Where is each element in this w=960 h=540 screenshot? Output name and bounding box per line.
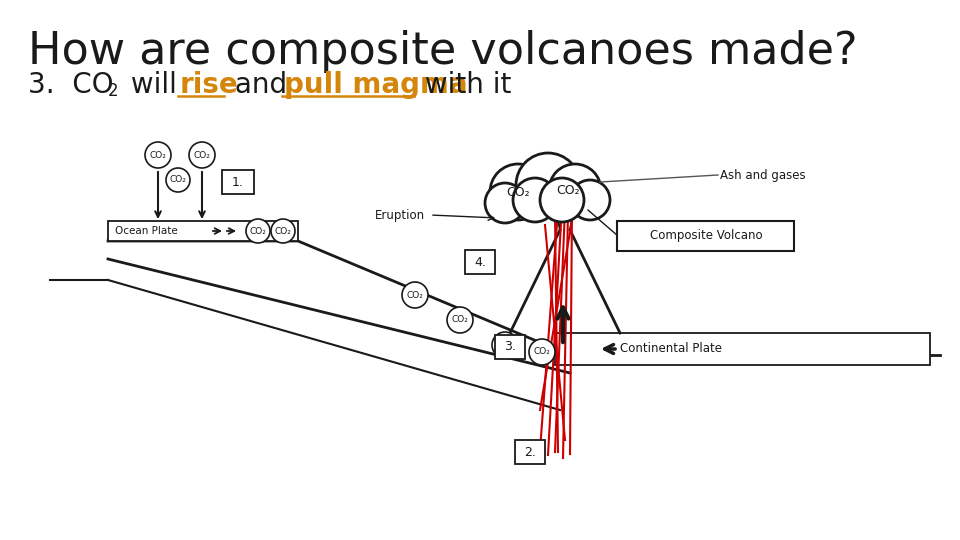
Text: Ash and gases: Ash and gases: [720, 168, 805, 181]
FancyBboxPatch shape: [495, 335, 525, 359]
Text: CO₂: CO₂: [250, 226, 267, 235]
Text: 3.: 3.: [504, 341, 516, 354]
Circle shape: [485, 183, 525, 223]
Text: CO₂: CO₂: [496, 341, 514, 349]
FancyBboxPatch shape: [108, 221, 298, 241]
Circle shape: [513, 178, 557, 222]
Text: CO₂: CO₂: [194, 151, 210, 159]
Text: CO₂: CO₂: [451, 315, 468, 325]
Text: 2: 2: [108, 82, 119, 100]
Text: CO₂: CO₂: [556, 184, 580, 197]
Circle shape: [490, 164, 546, 220]
Text: CO₂: CO₂: [170, 176, 186, 185]
Text: 3.  CO: 3. CO: [28, 71, 113, 99]
Text: will: will: [122, 71, 185, 99]
Text: CO₂: CO₂: [407, 291, 423, 300]
Circle shape: [570, 180, 610, 220]
FancyBboxPatch shape: [555, 333, 930, 365]
Text: pull magma: pull magma: [284, 71, 468, 99]
Circle shape: [189, 142, 215, 168]
Text: Ocean Plate: Ocean Plate: [115, 226, 178, 236]
Circle shape: [549, 164, 601, 216]
Circle shape: [529, 339, 555, 365]
Text: CO₂: CO₂: [150, 151, 166, 159]
Circle shape: [492, 332, 518, 358]
Text: Composite Volcano: Composite Volcano: [650, 230, 762, 242]
Text: and: and: [226, 71, 296, 99]
Text: CO₂: CO₂: [534, 348, 550, 356]
Text: Continental Plate: Continental Plate: [620, 342, 722, 355]
Text: 1.: 1.: [232, 176, 244, 188]
Text: with it: with it: [416, 71, 512, 99]
Circle shape: [402, 282, 428, 308]
Text: 4.: 4.: [474, 255, 486, 268]
FancyBboxPatch shape: [222, 170, 254, 194]
Circle shape: [145, 142, 171, 168]
Text: CO₂: CO₂: [275, 226, 292, 235]
FancyBboxPatch shape: [515, 440, 545, 464]
Text: rise: rise: [180, 71, 239, 99]
Text: 2.: 2.: [524, 446, 536, 458]
FancyBboxPatch shape: [465, 250, 495, 274]
Circle shape: [271, 219, 295, 243]
Text: How are composite volcanoes made?: How are composite volcanoes made?: [28, 30, 857, 73]
Circle shape: [447, 307, 473, 333]
Circle shape: [166, 168, 190, 192]
FancyBboxPatch shape: [617, 221, 794, 251]
Circle shape: [516, 153, 580, 217]
Circle shape: [246, 219, 270, 243]
Text: CO₂: CO₂: [506, 186, 530, 199]
Text: Eruption: Eruption: [375, 208, 425, 221]
Circle shape: [540, 178, 584, 222]
